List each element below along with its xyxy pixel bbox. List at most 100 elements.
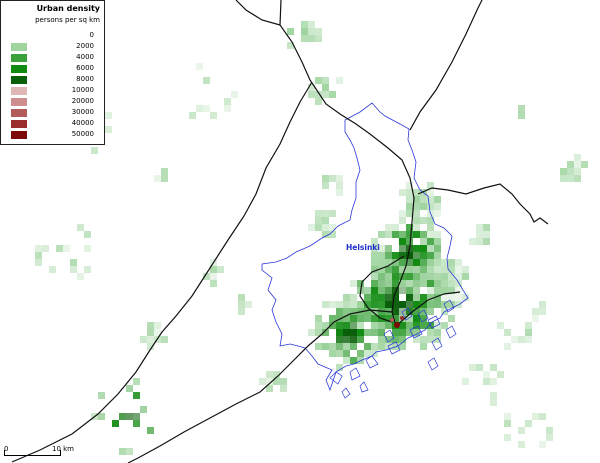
density-cell xyxy=(427,189,434,196)
density-cell xyxy=(329,231,336,238)
density-cell xyxy=(35,259,42,266)
density-cell xyxy=(441,322,448,329)
density-cell xyxy=(392,280,399,287)
density-cell xyxy=(35,252,42,259)
density-cell xyxy=(441,273,448,280)
density-cell xyxy=(399,231,406,238)
density-cell xyxy=(329,343,336,350)
density-cell xyxy=(371,308,378,315)
density-cell xyxy=(413,301,420,308)
density-cell xyxy=(434,329,441,336)
density-cell xyxy=(427,301,434,308)
density-cell xyxy=(420,231,427,238)
density-cell xyxy=(84,245,91,252)
density-cell xyxy=(574,168,581,175)
density-cell xyxy=(385,315,392,322)
density-cell xyxy=(385,294,392,301)
density-cell xyxy=(525,322,532,329)
density-cell xyxy=(413,336,420,343)
density-cell xyxy=(322,224,329,231)
density-cell xyxy=(308,21,315,28)
density-cell xyxy=(329,175,336,182)
density-cell xyxy=(574,154,581,161)
density-cell xyxy=(434,210,441,217)
density-cell xyxy=(357,336,364,343)
density-cell xyxy=(413,280,420,287)
density-cell xyxy=(406,224,413,231)
density-cell xyxy=(70,259,77,266)
density-cell xyxy=(420,252,427,259)
density-cell xyxy=(469,364,476,371)
density-cell xyxy=(434,203,441,210)
density-cell xyxy=(434,301,441,308)
density-cell xyxy=(385,322,392,329)
density-cell xyxy=(364,343,371,350)
legend-swatch xyxy=(11,120,27,128)
density-cell xyxy=(567,161,574,168)
density-cell xyxy=(336,336,343,343)
density-cell xyxy=(406,329,413,336)
scale-bar: 0 10 km xyxy=(0,440,120,463)
density-cell xyxy=(413,196,420,203)
density-cell xyxy=(413,322,420,329)
density-cell xyxy=(385,287,392,294)
density-cell xyxy=(399,329,406,336)
density-cell xyxy=(336,343,343,350)
density-cell xyxy=(238,294,245,301)
density-cell xyxy=(406,210,413,217)
density-cell xyxy=(343,357,350,364)
density-cell xyxy=(406,315,413,322)
density-cell xyxy=(399,245,406,252)
density-cell xyxy=(420,280,427,287)
density-cell xyxy=(399,343,406,350)
density-cell xyxy=(560,175,567,182)
density-cell xyxy=(364,301,371,308)
coastline-islands xyxy=(329,299,457,399)
density-cell xyxy=(539,308,546,315)
density-cell xyxy=(406,273,413,280)
density-cell xyxy=(238,301,245,308)
density-cell xyxy=(518,105,525,112)
density-cell xyxy=(196,63,203,70)
legend-value: 50000 xyxy=(71,130,94,138)
density-cell xyxy=(399,322,406,329)
density-cell xyxy=(427,182,434,189)
density-cell xyxy=(406,280,413,287)
density-cell xyxy=(399,210,406,217)
density-cell xyxy=(434,245,441,252)
density-cell xyxy=(371,329,378,336)
density-cell xyxy=(448,287,455,294)
density-cell xyxy=(35,245,42,252)
density-cell xyxy=(413,203,420,210)
density-cell xyxy=(483,224,490,231)
density-cell xyxy=(399,259,406,266)
density-cell xyxy=(406,252,413,259)
density-cell xyxy=(399,245,406,252)
density-cell xyxy=(448,315,455,322)
density-cell xyxy=(504,420,511,427)
density-cell xyxy=(210,280,217,287)
density-cell xyxy=(413,210,420,217)
density-cell xyxy=(364,294,371,301)
density-cell xyxy=(147,427,154,434)
density-cell xyxy=(483,378,490,385)
density-cell xyxy=(420,280,427,287)
density-cell xyxy=(413,252,420,259)
density-cell xyxy=(427,217,434,224)
density-cell xyxy=(273,371,280,378)
density-cell xyxy=(336,329,343,336)
density-cell xyxy=(392,259,399,266)
density-cell xyxy=(406,189,413,196)
density-cell xyxy=(455,266,462,273)
density-cell xyxy=(315,77,322,84)
density-cell xyxy=(434,294,441,301)
legend-item: 8000 xyxy=(1,75,104,86)
density-cell xyxy=(448,280,455,287)
density-cell xyxy=(322,182,329,189)
density-cell xyxy=(203,77,210,84)
density-cell xyxy=(574,161,581,168)
density-cell xyxy=(546,427,553,434)
density-cell xyxy=(413,245,420,252)
density-cell xyxy=(126,413,133,420)
density-cell xyxy=(161,168,168,175)
